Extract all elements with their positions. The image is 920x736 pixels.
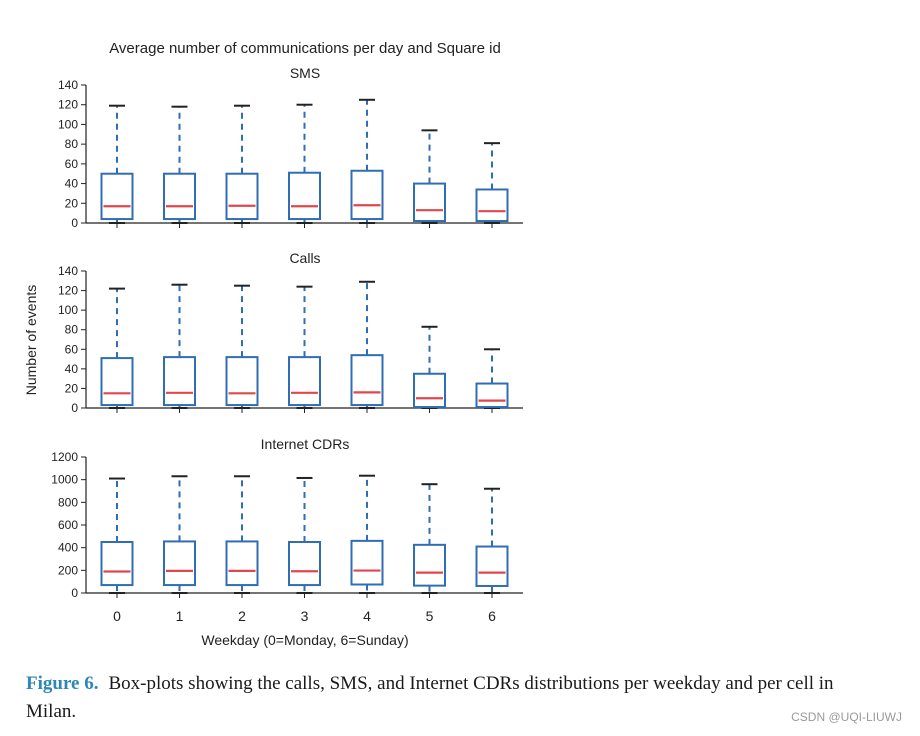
iqr-box xyxy=(413,543,446,587)
y-tick-label: 40 xyxy=(65,177,79,191)
panel-subtitle: Internet CDRs xyxy=(261,436,350,452)
box-1 xyxy=(163,283,196,413)
iqr-box xyxy=(163,172,196,221)
x-tick-label: 4 xyxy=(363,608,371,624)
iqr-box xyxy=(225,172,259,221)
y-tick-label: 60 xyxy=(65,157,79,171)
iqr-box xyxy=(100,357,134,407)
y-tick-label: 0 xyxy=(71,586,78,600)
y-tick-label: 120 xyxy=(58,284,78,298)
y-tick-label: 100 xyxy=(58,303,78,317)
box-3 xyxy=(288,476,321,598)
box-5 xyxy=(413,483,446,598)
chart-title: Average number of communications per day… xyxy=(109,40,501,57)
iqr-box xyxy=(225,540,259,587)
y-tick-label: 140 xyxy=(58,78,78,92)
iqr-box xyxy=(288,356,321,407)
iqr-box xyxy=(350,539,384,586)
caption-text: Box-plots showing the calls, SMS, and In… xyxy=(26,673,834,722)
y-tick-label: 0 xyxy=(71,401,78,415)
x-axis-label: Weekday (0=Monday, 6=Sunday) xyxy=(201,632,408,648)
iqr-box xyxy=(413,372,446,409)
y-tick-label: 1200 xyxy=(51,450,78,464)
iqr-box xyxy=(413,182,446,223)
x-tick-label: 1 xyxy=(176,608,184,624)
y-tick-label: 0 xyxy=(71,216,78,230)
box-2 xyxy=(225,284,259,413)
y-tick-label: 40 xyxy=(65,362,79,376)
y-tick-label: 20 xyxy=(65,196,79,210)
x-tick-label: 0 xyxy=(113,608,121,624)
y-tick-label: 1000 xyxy=(51,473,78,487)
box-1 xyxy=(163,105,196,228)
panel-sms: SMS 0 20 40 60 80 100 120 140 xyxy=(58,65,523,230)
y-tick-label: 80 xyxy=(65,323,79,337)
y-tick-label: 200 xyxy=(58,563,78,577)
y-tick-label: 100 xyxy=(58,117,78,131)
panel-calls: Calls 0 20 40 60 80 100 120 140 xyxy=(58,250,523,415)
box-4 xyxy=(350,98,384,228)
box-4 xyxy=(350,474,384,598)
caption-lead: Figure 6. xyxy=(26,673,99,694)
y-tick-label: 80 xyxy=(65,137,79,151)
iqr-box xyxy=(288,171,321,221)
x-tick-label: 6 xyxy=(488,608,496,624)
box-3 xyxy=(288,285,321,413)
figure-caption: Figure 6. Box-plots showing the calls, SM… xyxy=(26,670,886,726)
chart-panels: SMS020406080100120140Calls02040608010012… xyxy=(51,65,523,624)
iqr-box xyxy=(163,540,196,587)
y-axis-label: Number of events xyxy=(23,285,39,396)
box-0 xyxy=(100,104,134,228)
iqr-box xyxy=(475,188,509,223)
watermark: CSDN @UQI-LIUWJ xyxy=(791,710,902,724)
iqr-box xyxy=(100,172,134,221)
box-0 xyxy=(100,287,134,413)
y-tick-label: 400 xyxy=(58,541,78,555)
iqr-box xyxy=(350,354,384,407)
iqr-box xyxy=(288,541,321,587)
x-tick-label: 2 xyxy=(238,608,246,624)
iqr-box xyxy=(163,356,196,407)
iqr-box xyxy=(225,356,259,407)
box-2 xyxy=(225,104,259,228)
box-3 xyxy=(288,103,321,228)
box-6 xyxy=(475,142,509,228)
y-tick-label: 140 xyxy=(58,264,78,278)
y-tick-label: 60 xyxy=(65,342,79,356)
y-tick-label: 800 xyxy=(58,495,78,509)
panel-subtitle: Calls xyxy=(289,250,320,266)
box-2 xyxy=(225,475,259,598)
x-tick-label: 3 xyxy=(301,608,309,624)
box-4 xyxy=(350,280,384,413)
box-6 xyxy=(475,487,509,598)
x-tick-label: 5 xyxy=(426,608,434,624)
box-1 xyxy=(163,475,196,598)
y-tick-label: 20 xyxy=(65,381,79,395)
box-0 xyxy=(100,477,134,598)
y-tick-label: 600 xyxy=(58,518,78,532)
iqr-box xyxy=(475,545,509,587)
panel-internet-cdrs: Internet CDRs 0 200 400 600 800 1000 1200 0 1 2 3 4 5… xyxy=(51,436,523,624)
box-5 xyxy=(413,129,446,228)
box-5 xyxy=(413,325,446,413)
y-tick-label: 120 xyxy=(58,98,78,112)
box-6 xyxy=(475,348,509,413)
iqr-box xyxy=(475,382,509,409)
iqr-box xyxy=(100,541,134,587)
panel-subtitle: SMS xyxy=(290,65,320,81)
iqr-box xyxy=(350,169,384,221)
